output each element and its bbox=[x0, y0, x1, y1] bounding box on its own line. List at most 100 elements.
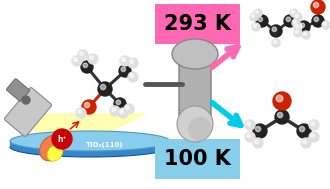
Text: +: + bbox=[292, 19, 304, 33]
Circle shape bbox=[116, 100, 120, 105]
Circle shape bbox=[311, 122, 314, 125]
Circle shape bbox=[247, 134, 250, 138]
Circle shape bbox=[272, 39, 280, 47]
Circle shape bbox=[311, 134, 314, 138]
Circle shape bbox=[290, 9, 298, 17]
Circle shape bbox=[177, 106, 213, 142]
Circle shape bbox=[254, 9, 262, 17]
Circle shape bbox=[273, 40, 277, 43]
Circle shape bbox=[250, 13, 258, 21]
Circle shape bbox=[258, 17, 263, 22]
FancyBboxPatch shape bbox=[5, 88, 51, 136]
Circle shape bbox=[81, 61, 93, 73]
Circle shape bbox=[120, 56, 130, 66]
Circle shape bbox=[298, 21, 310, 33]
Circle shape bbox=[112, 108, 115, 112]
Circle shape bbox=[114, 98, 126, 110]
Circle shape bbox=[303, 32, 306, 35]
Circle shape bbox=[126, 106, 129, 109]
FancyBboxPatch shape bbox=[6, 79, 30, 101]
Circle shape bbox=[245, 120, 255, 130]
Circle shape bbox=[301, 138, 311, 148]
Text: 293 K: 293 K bbox=[163, 14, 230, 34]
Circle shape bbox=[273, 92, 291, 110]
Circle shape bbox=[22, 96, 30, 104]
Circle shape bbox=[122, 58, 125, 61]
Circle shape bbox=[118, 108, 128, 118]
Circle shape bbox=[130, 74, 134, 77]
FancyBboxPatch shape bbox=[155, 139, 240, 179]
Circle shape bbox=[297, 124, 311, 138]
Circle shape bbox=[300, 23, 305, 28]
FancyBboxPatch shape bbox=[10, 141, 170, 147]
Circle shape bbox=[294, 13, 302, 21]
Circle shape bbox=[74, 58, 78, 61]
Circle shape bbox=[130, 60, 134, 64]
Circle shape bbox=[110, 106, 120, 116]
Circle shape bbox=[272, 27, 277, 32]
Circle shape bbox=[255, 10, 258, 13]
Circle shape bbox=[76, 108, 86, 118]
Circle shape bbox=[312, 15, 324, 27]
Circle shape bbox=[83, 63, 87, 68]
Circle shape bbox=[124, 104, 134, 114]
Ellipse shape bbox=[10, 131, 170, 151]
Ellipse shape bbox=[10, 137, 170, 157]
Text: h⁺: h⁺ bbox=[57, 135, 67, 143]
Circle shape bbox=[286, 17, 291, 22]
Circle shape bbox=[311, 0, 325, 14]
Circle shape bbox=[322, 21, 330, 29]
Circle shape bbox=[270, 25, 282, 37]
Circle shape bbox=[128, 72, 138, 82]
Circle shape bbox=[293, 20, 296, 23]
Circle shape bbox=[78, 110, 82, 114]
Circle shape bbox=[323, 22, 326, 25]
Circle shape bbox=[299, 126, 305, 132]
Circle shape bbox=[309, 120, 319, 130]
Circle shape bbox=[314, 2, 319, 8]
Circle shape bbox=[314, 17, 318, 22]
Circle shape bbox=[255, 126, 261, 132]
Circle shape bbox=[309, 132, 319, 142]
Circle shape bbox=[119, 65, 131, 77]
Ellipse shape bbox=[40, 135, 64, 161]
Circle shape bbox=[78, 50, 88, 60]
Circle shape bbox=[255, 140, 258, 143]
Circle shape bbox=[294, 23, 302, 31]
Circle shape bbox=[100, 84, 106, 90]
FancyBboxPatch shape bbox=[179, 51, 211, 127]
Circle shape bbox=[245, 132, 255, 142]
Text: TiO₂(110): TiO₂(110) bbox=[86, 142, 124, 148]
FancyBboxPatch shape bbox=[155, 4, 240, 44]
Circle shape bbox=[252, 23, 260, 31]
Circle shape bbox=[84, 102, 90, 108]
Circle shape bbox=[251, 14, 254, 17]
Circle shape bbox=[291, 10, 294, 13]
Circle shape bbox=[303, 140, 307, 143]
Circle shape bbox=[253, 124, 267, 138]
Circle shape bbox=[253, 138, 263, 148]
Circle shape bbox=[295, 24, 298, 27]
Circle shape bbox=[295, 14, 298, 17]
Circle shape bbox=[284, 15, 296, 27]
Circle shape bbox=[295, 30, 298, 33]
Circle shape bbox=[256, 15, 268, 27]
Circle shape bbox=[88, 54, 98, 64]
Circle shape bbox=[278, 112, 283, 118]
Circle shape bbox=[294, 29, 302, 37]
Circle shape bbox=[98, 82, 112, 96]
Circle shape bbox=[121, 67, 126, 72]
Circle shape bbox=[72, 56, 82, 66]
Circle shape bbox=[275, 110, 289, 124]
Circle shape bbox=[90, 56, 93, 60]
Polygon shape bbox=[20, 114, 145, 157]
Circle shape bbox=[120, 110, 123, 114]
Circle shape bbox=[276, 95, 283, 102]
Circle shape bbox=[188, 117, 212, 141]
Circle shape bbox=[292, 19, 300, 27]
Circle shape bbox=[302, 31, 310, 39]
Circle shape bbox=[80, 52, 83, 56]
Circle shape bbox=[52, 129, 72, 149]
Circle shape bbox=[253, 24, 256, 27]
Circle shape bbox=[82, 100, 96, 114]
